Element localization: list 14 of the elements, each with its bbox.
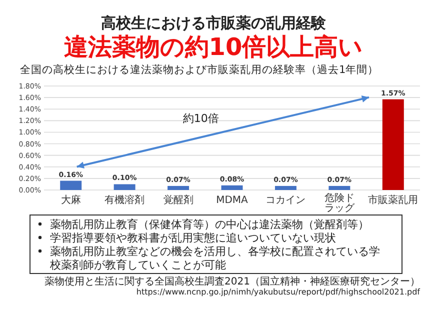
x-tick-label: コカイン	[266, 195, 306, 206]
text: 薬物使用と生活に関する全国高校生調査2021（国立精神・神経医療研究センター）	[44, 276, 420, 288]
annotation: 約10倍	[182, 112, 219, 126]
x-tick-label: 大麻	[60, 194, 81, 206]
x-tick-label: MDMA	[216, 195, 248, 206]
chart-title: 高校生における市販薬の乱用経験	[101, 14, 327, 32]
text: 全国の高校生における違法薬物および市販薬乱用の経験率（過去1年間）	[20, 63, 379, 76]
notes: 薬物乱用防止教育（保健体育等）の中心は違法薬物（覚醒剤等） 学習指導要領や教科書が乱用実態に追いついていない現状 薬物乱用防止教室などの機会を活用し、各学校に配置されている学校薬剤師が教育していくことが可能	[30, 214, 402, 274]
chart-subtitle: 違法薬物の約10倍以上高い	[64, 33, 364, 61]
x-tick-label: 覚醒剤	[163, 194, 194, 206]
x-tick-label: 危険ドラッグ	[324, 192, 356, 214]
x-tick-label: 有機溶剤	[104, 194, 145, 206]
text: https://www.ncnp.go.jp/nimh/yakubutsu/report/pdf/highschool2021.pdf	[136, 288, 420, 296]
x-tick-label: 市販薬乱用	[368, 194, 418, 206]
